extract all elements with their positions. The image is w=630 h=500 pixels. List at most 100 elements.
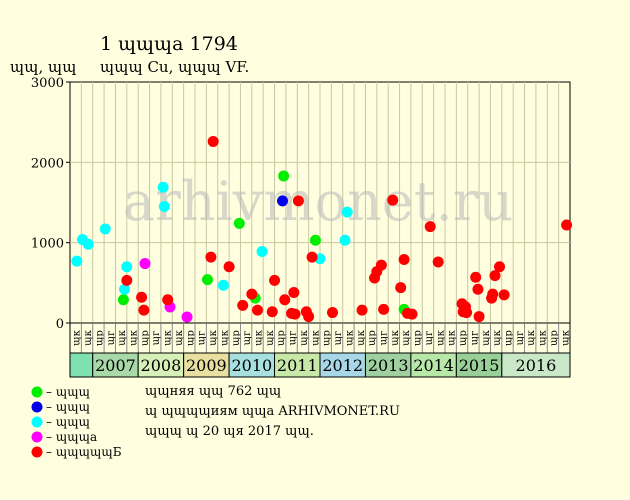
x-tick-label: ɰр: [140, 330, 151, 346]
year-label: 2016: [516, 356, 557, 375]
y-axis-unit: ɰɰ, ɰɰ: [10, 58, 76, 76]
data-point: [162, 294, 174, 306]
data-point: [341, 206, 353, 218]
data-point: [309, 234, 321, 246]
year-label: 2012: [322, 356, 363, 375]
data-point: [82, 238, 94, 250]
data-point: [138, 304, 150, 316]
data-point: [181, 311, 193, 323]
data-point: [207, 135, 219, 147]
x-tick-label: ɰк: [299, 329, 310, 345]
x-tick-label: ɰк: [526, 329, 537, 345]
x-tick-label: ɰг: [515, 331, 526, 346]
legend-label: – ɰɰɰ: [46, 385, 90, 399]
year-cell: [319, 352, 366, 378]
year-label: 2014: [413, 356, 454, 375]
data-point: [139, 258, 151, 270]
legend: – ɰɰɰ– ɰɰɰ– ɰɰɰ– ɰɰɰa– ɰɰɰɰɰБ: [31, 385, 122, 459]
year-label: 2011: [277, 356, 318, 375]
x-tick-label: ɰк: [72, 329, 83, 345]
x-tick-label: ɰк: [83, 329, 94, 345]
year-label: 2009: [186, 356, 227, 375]
data-point: [158, 201, 170, 213]
note-line: ɰ ɰɰɰɰиям ɰɰa ARHIVMONET.RU: [145, 404, 400, 419]
data-point: [306, 251, 318, 263]
legend-label: – ɰɰɰɰɰБ: [46, 445, 122, 459]
x-tick-label: ɰр: [413, 330, 424, 346]
x-tick-label: ɰк: [538, 329, 549, 345]
data-point: [256, 246, 268, 258]
data-point: [489, 270, 501, 282]
data-point: [269, 274, 281, 286]
year-cell: [92, 352, 139, 378]
data-point: [233, 217, 245, 229]
data-point: [378, 303, 390, 315]
data-point: [494, 261, 506, 273]
note-line: ɰɰɰ ɰ 20 ɰя 2017 ɰɰ.: [145, 424, 314, 439]
x-tick-label: ɰр: [276, 330, 287, 346]
x-tick-label: ɰк: [435, 329, 446, 345]
x-tick-label: ɰк: [265, 329, 276, 345]
data-point: [121, 274, 133, 286]
y-axis: 0 1000 2000 3000: [31, 76, 70, 332]
data-point: [339, 234, 351, 246]
x-tick-label: ɰк: [219, 329, 230, 345]
legend-marker: [31, 446, 43, 458]
x-tick-label: ɰк: [344, 329, 355, 345]
legend-marker: [31, 386, 43, 398]
data-point: [387, 194, 399, 206]
year-cell: [274, 352, 321, 378]
data-point: [119, 283, 131, 295]
x-tick-label: ɰк: [129, 329, 140, 345]
data-point: [461, 307, 473, 319]
x-tick-label: ɰк: [447, 329, 458, 345]
y-tick-label: 2000: [31, 156, 64, 171]
data-point: [561, 219, 573, 231]
x-tick-label: ɰр: [458, 330, 469, 346]
legend-marker: [31, 431, 43, 443]
x-axis-ticks: ɰк ɰк ɰр ɰг ɰк ɰк ɰр ɰг ɰк ɰк ɰр ɰг ɰк ɰк ɰр ɰг ɰк ɰк ɰр ɰг…: [69, 322, 571, 354]
data-point: [289, 308, 301, 320]
x-tick-label: ɰр: [322, 330, 333, 346]
data-point: [121, 261, 133, 273]
x-tick-label: ɰг: [424, 331, 435, 346]
chart-title: 1 ɰɰɰa 1794: [100, 33, 238, 55]
x-tick-label: ɰг: [469, 331, 480, 346]
data-point: [223, 261, 235, 273]
data-point: [71, 255, 83, 267]
x-tick-label: ɰг: [333, 331, 344, 346]
x-tick-label: ɰр: [231, 330, 242, 346]
x-tick-label: ɰк: [492, 329, 503, 345]
chart-subtitle: ɰɰɰ Cu, ɰɰɰ VF.: [100, 58, 249, 76]
data-point: [424, 221, 436, 233]
year-cell: [228, 352, 276, 378]
year-cell: [69, 352, 94, 378]
x-tick-label: ɰк: [401, 329, 412, 345]
data-point: [266, 306, 278, 318]
x-tick-label: ɰк: [163, 329, 174, 345]
data-point: [406, 308, 418, 320]
x-tick-label: ɰг: [106, 331, 117, 346]
year-label: 2007: [95, 356, 136, 375]
x-tick-label: ɰр: [94, 330, 105, 346]
data-point: [205, 251, 217, 263]
data-point: [327, 307, 338, 319]
year-cell: [410, 352, 457, 378]
x-tick-label: ɰк: [356, 329, 367, 345]
data-point: [498, 289, 510, 301]
data-point: [252, 304, 263, 316]
data-point: [157, 181, 169, 193]
data-point: [472, 283, 484, 295]
footer-notes: ɰɰняя ɰɰ 762 ɰɰ ɰ ɰɰɰɰиям ɰɰa ARHIVMONET…: [145, 384, 400, 439]
data-point: [288, 286, 300, 298]
x-tick-label: ɰк: [174, 329, 185, 345]
data-point: [303, 311, 315, 323]
x-tick-label: ɰк: [208, 329, 219, 345]
data-point: [470, 271, 482, 283]
year-cell: [137, 352, 185, 378]
year-label: 2008: [141, 356, 182, 375]
y-tick-label: 0: [56, 317, 64, 332]
year-cell: [455, 352, 503, 378]
data-point: [279, 294, 291, 306]
